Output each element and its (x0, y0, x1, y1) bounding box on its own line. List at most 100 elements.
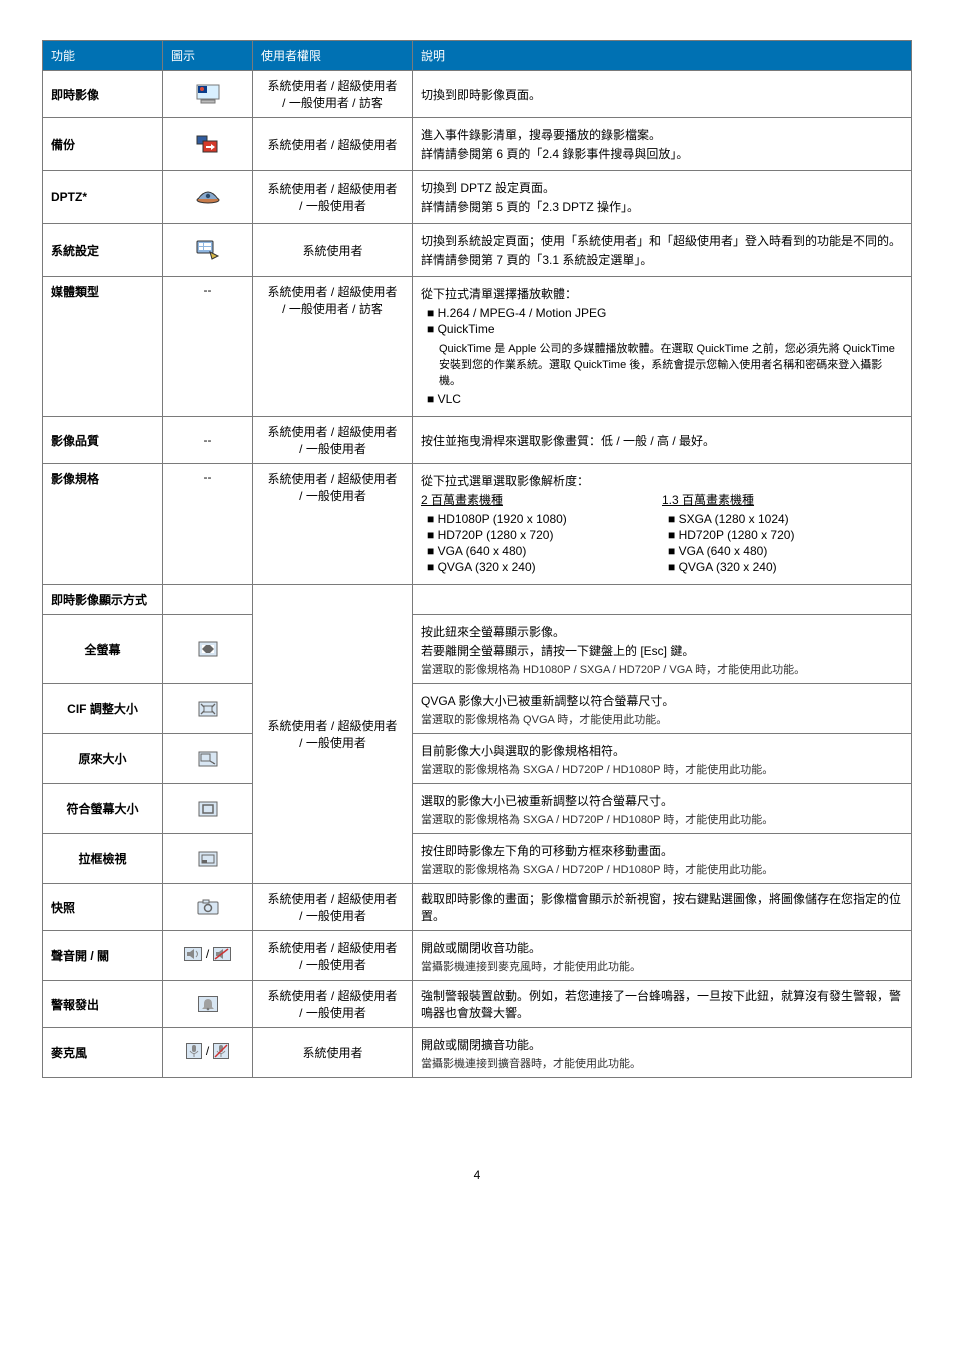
desc-note: 當攝影機連接到擴音器時，才能使用此功能。 (421, 1055, 903, 1071)
res-item: VGA (640 x 480) (427, 544, 662, 558)
cell-func: 拉框檢視 (43, 834, 163, 884)
row-dptz: DPTZ* 系統使用者 / 超級使用者 / 一般使用者 切換到 DPTZ 設定頁… (43, 171, 912, 224)
row-config: 系統設定 系統使用者 切換到系統設定頁面；使用「系統使用者」和「超級使用者」登入… (43, 224, 912, 277)
res-left-col: 2 百萬畫素機種 HD1080P (1920 x 1080) HD720P (1… (421, 491, 662, 578)
cell-desc (413, 585, 912, 615)
row-live: 即時影像 系統使用者 / 超級使用者 / 一般使用者 / 訪客 切換到即時影像頁… (43, 71, 912, 118)
res-left-list: HD1080P (1920 x 1080) HD720P (1280 x 720… (427, 512, 662, 574)
cell-icon (163, 171, 253, 224)
res-right-header: 1.3 百萬畫素機種 (662, 491, 903, 508)
config-icon (196, 240, 220, 260)
slash-sep: / (206, 1044, 209, 1058)
desc-line: 從下拉式選單選取影像解析度： (421, 472, 903, 489)
cell-perm: 系統使用者 / 超級使用者 / 一般使用者 (253, 884, 413, 931)
cell-func: DPTZ* (43, 171, 163, 224)
row-fullscreen: 全螢幕 按此鈕來全螢幕顯示影像。 若要離開全螢幕顯示，請按一下鍵盤上的 [Esc… (43, 615, 912, 684)
mic-off-icon (213, 1043, 229, 1059)
cell-icon (163, 615, 253, 684)
alarm-icon (198, 996, 218, 1012)
fullscreen-icon (198, 641, 218, 657)
drag-view-icon (198, 851, 218, 867)
audio-off-icon (213, 947, 231, 961)
audio-on-icon (184, 947, 202, 961)
res-item: HD720P (1280 x 720) (427, 528, 662, 542)
original-size-icon (198, 751, 218, 767)
row-drag-view: 拉框檢視 按住即時影像左下角的可移動方框來移動畫面。 當選取的影像規格為 SXG… (43, 834, 912, 884)
cell-func: 影像品質 (43, 417, 163, 464)
cell-func: 系統設定 (43, 224, 163, 277)
desc-line: 開啟或關閉收音功能。 (421, 939, 903, 956)
desc-line: 從下拉式清單選擇播放軟體： (421, 285, 903, 302)
row-backup: 備份 系統使用者 / 超級使用者 進入事件錄影清單，搜尋要播放的錄影檔案。 詳情… (43, 118, 912, 171)
desc-line: 目前影像大小與選取的影像規格相符。 (421, 742, 903, 759)
cell-icon (163, 784, 253, 834)
cell-icon: -- (163, 464, 253, 585)
cell-func: 影像規格 (43, 464, 163, 585)
row-cif: CIF 調整大小 QVGA 影像大小已被重新調整以符合螢幕尺寸。 當選取的影像規… (43, 684, 912, 734)
page-number: 4 (40, 1168, 914, 1182)
desc-line: 開啟或關閉擴音功能。 (421, 1036, 903, 1053)
res-right-list: SXGA (1280 x 1024) HD720P (1280 x 720) V… (668, 512, 903, 574)
quicktime-note: QuickTime 是 Apple 公司的多媒體播放軟體。在選取 QuickTi… (439, 340, 903, 388)
live-icon (195, 84, 221, 104)
cell-perm: 系統使用者 / 超級使用者 / 一般使用者 / 訪客 (253, 277, 413, 417)
th-permission: 使用者權限 (253, 41, 413, 71)
bullet-h264: H.264 / MPEG-4 / Motion JPEG (427, 306, 903, 320)
cell-icon: -- (163, 417, 253, 464)
row-resolution: 影像規格 -- 系統使用者 / 超級使用者 / 一般使用者 從下拉式選單選取影像… (43, 464, 912, 585)
cell-func: 快照 (43, 884, 163, 931)
mic-on-icon (186, 1043, 202, 1059)
cell-desc: 切換到 DPTZ 設定頁面。 詳情請參閱第 5 頁的「2.3 DPTZ 操作」。 (413, 171, 912, 224)
cell-icon (163, 684, 253, 734)
cell-desc: 目前影像大小與選取的影像規格相符。 當選取的影像規格為 SXGA / HD720… (413, 734, 912, 784)
row-mic: 麥克風 / 系統使用者 開啟或關閉擴音功能。 當攝影機連接到擴音器時，才能使用此… (43, 1028, 912, 1078)
th-function: 功能 (43, 41, 163, 71)
cell-func: 原來大小 (43, 734, 163, 784)
desc-line: 若要離開全螢幕顯示，請按一下鍵盤上的 [Esc] 鍵。 (421, 642, 903, 659)
row-snapshot: 快照 系統使用者 / 超級使用者 / 一般使用者 截取即時影像的畫面；影像檔會顯… (43, 884, 912, 931)
desc-line: 詳情請參閱第 6 頁的「2.4 錄影事件搜尋與回放」。 (421, 145, 903, 162)
cell-perm: 系統使用者 (253, 1028, 413, 1078)
cell-perm: 系統使用者 / 超級使用者 / 一般使用者 (253, 171, 413, 224)
desc-line: 詳情請參閱第 7 頁的「3.1 系統設定選單」。 (421, 251, 903, 268)
cell-func: 聲音開 / 關 (43, 931, 163, 981)
res-right-col: 1.3 百萬畫素機種 SXGA (1280 x 1024) HD720P (12… (662, 491, 903, 578)
cell-desc: 選取的影像大小已被重新調整以符合螢幕尺寸。 當選取的影像規格為 SXGA / H… (413, 784, 912, 834)
desc-line: 詳情請參閱第 5 頁的「2.3 DPTZ 操作」。 (421, 198, 903, 215)
cell-desc: 按此鈕來全螢幕顯示影像。 若要離開全螢幕顯示，請按一下鍵盤上的 [Esc] 鍵。… (413, 615, 912, 684)
desc-note: 當攝影機連接到麥克風時，才能使用此功能。 (421, 958, 903, 974)
feature-table: 功能 圖示 使用者權限 說明 即時影像 系統使用者 / 超級使用者 / 一般使用… (42, 40, 912, 1078)
cell-icon (163, 224, 253, 277)
fit-screen-icon (198, 801, 218, 817)
cell-desc: 從下拉式清單選擇播放軟體： H.264 / MPEG-4 / Motion JP… (413, 277, 912, 417)
desc-line: QVGA 影像大小已被重新調整以符合螢幕尺寸。 (421, 692, 903, 709)
desc-line: 進入事件錄影清單，搜尋要播放的錄影檔案。 (421, 126, 903, 143)
res-item: HD720P (1280 x 720) (668, 528, 903, 542)
resolution-columns: 2 百萬畫素機種 HD1080P (1920 x 1080) HD720P (1… (421, 491, 903, 578)
row-fit-screen: 符合螢幕大小 選取的影像大小已被重新調整以符合螢幕尺寸。 當選取的影像規格為 S… (43, 784, 912, 834)
cell-icon (163, 585, 253, 615)
row-alarm: 警報發出 系統使用者 / 超級使用者 / 一般使用者 強制警報裝置啟動。例如，若… (43, 981, 912, 1028)
cif-resize-icon (198, 701, 218, 717)
media-bullets: H.264 / MPEG-4 / Motion JPEG QuickTime (427, 306, 903, 336)
desc-line: 按住即時影像左下角的可移動方框來移動畫面。 (421, 842, 903, 859)
snapshot-icon (197, 899, 219, 915)
desc-note: 當選取的影像規格為 SXGA / HD720P / HD1080P 時，才能使用… (421, 761, 903, 777)
cell-desc: 按住即時影像左下角的可移動方框來移動畫面。 當選取的影像規格為 SXGA / H… (413, 834, 912, 884)
cell-func: 全螢幕 (43, 615, 163, 684)
cell-func: 媒體類型 (43, 277, 163, 417)
cell-func: 麥克風 (43, 1028, 163, 1078)
th-icon: 圖示 (163, 41, 253, 71)
desc-line: 選取的影像大小已被重新調整以符合螢幕尺寸。 (421, 792, 903, 809)
desc-note: 當選取的影像規格為 HD1080P / SXGA / HD720P / VGA … (421, 661, 903, 677)
row-display-mode-header: 即時影像顯示方式 系統使用者 / 超級使用者 / 一般使用者 (43, 585, 912, 615)
cell-perm: 系統使用者 / 超級使用者 / 一般使用者 (253, 931, 413, 981)
cell-desc: 強制警報裝置啟動。例如，若您連接了一台蜂鳴器，一旦按下此鈕，就算沒有發生警報，警… (413, 981, 912, 1028)
cell-icon (163, 834, 253, 884)
cell-icon: -- (163, 277, 253, 417)
cell-desc: 進入事件錄影清單，搜尋要播放的錄影檔案。 詳情請參閱第 6 頁的「2.4 錄影事… (413, 118, 912, 171)
row-quality: 影像品質 -- 系統使用者 / 超級使用者 / 一般使用者 按住並拖曳滑桿來選取… (43, 417, 912, 464)
table-header-row: 功能 圖示 使用者權限 說明 (43, 41, 912, 71)
cell-desc: 切換到即時影像頁面。 (413, 71, 912, 118)
cell-perm: 系統使用者 / 超級使用者 / 一般使用者 (253, 981, 413, 1028)
